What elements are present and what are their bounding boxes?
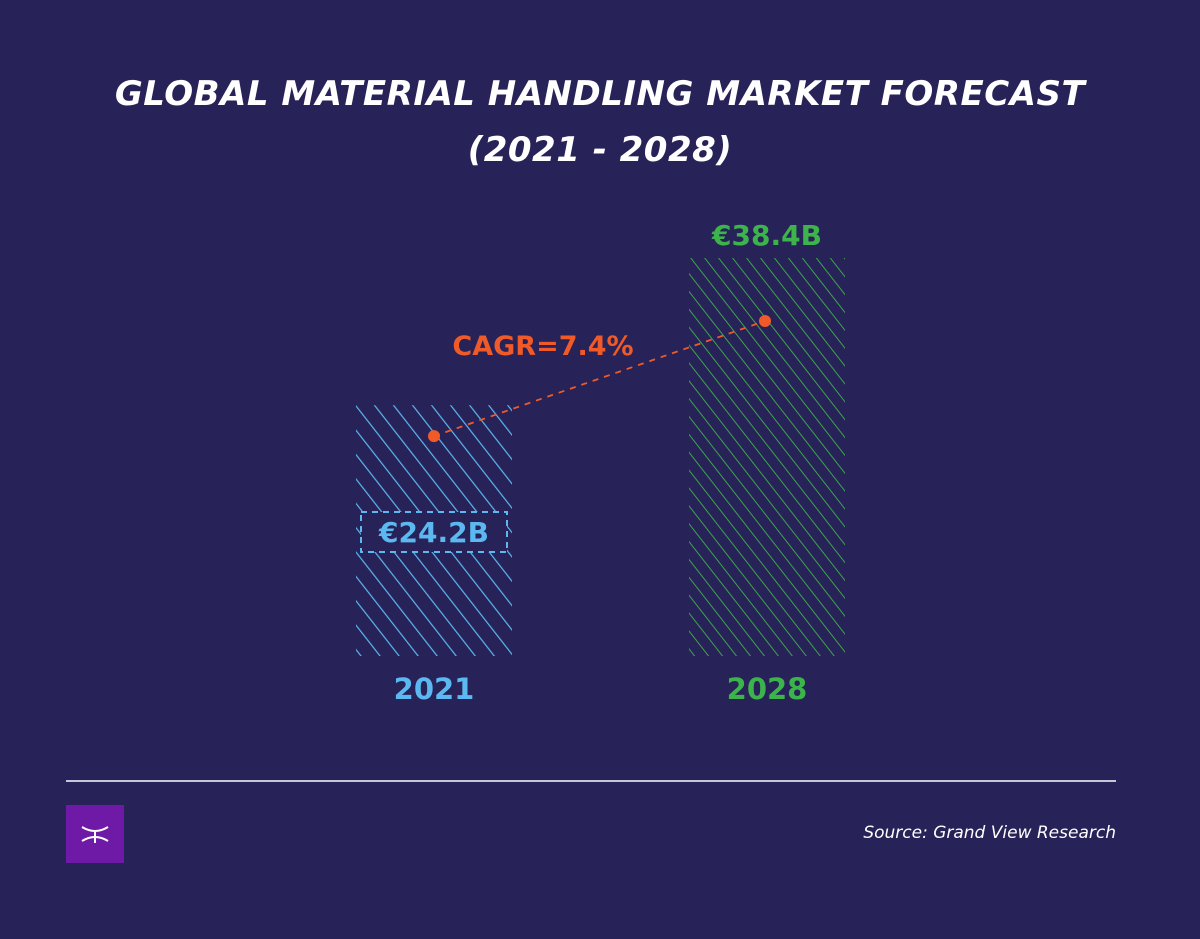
value-label-box (360, 511, 508, 553)
x-tick-label: 2021 (394, 672, 475, 706)
cagr-annotation: CAGR=7.4% (452, 331, 633, 362)
chart-subtitle: (2021 - 2028) (467, 130, 733, 170)
chart-title: GLOBAL MATERIAL HANDLING MARKET FORECAST (114, 74, 1086, 114)
source-label: Source: Grand View Research (863, 823, 1116, 843)
cagr-trend-line (433, 320, 766, 438)
logo-icon (66, 805, 124, 863)
cagr-start-point (428, 430, 440, 443)
x-tick-label: 2028 (727, 672, 808, 706)
value-label-2028: €38.4B (711, 219, 822, 252)
value-label-2021: €24.2B (378, 516, 489, 549)
divider (66, 780, 1116, 782)
cagr-end-point (759, 315, 771, 327)
